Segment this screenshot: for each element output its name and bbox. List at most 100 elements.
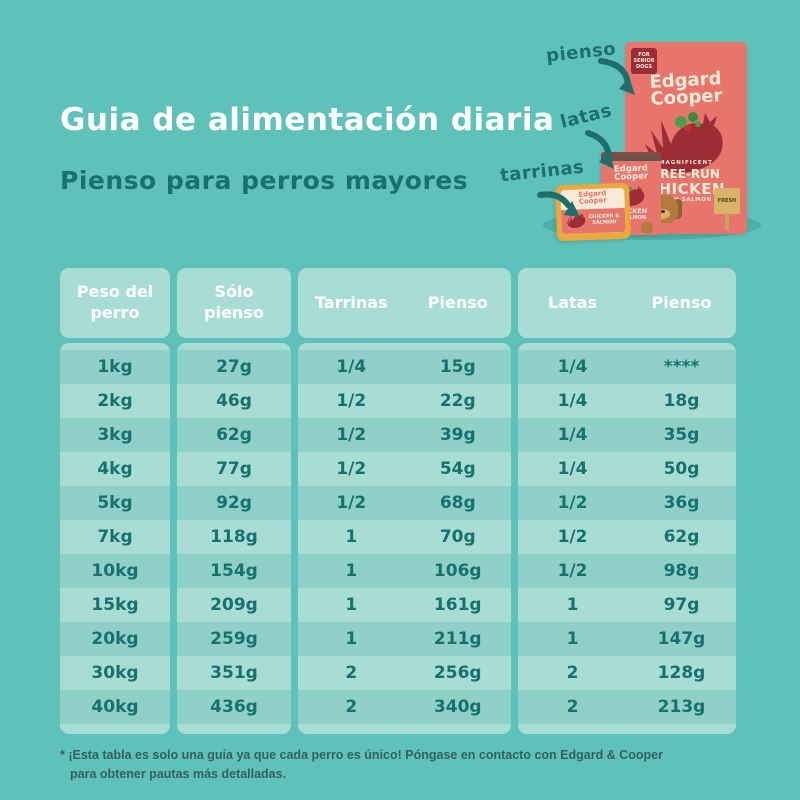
page-subtitle: Pienso para perros mayores	[60, 166, 469, 195]
bag-recipe-name: FREE-RUN	[652, 167, 720, 181]
tray-label: Edgard Cooper CHICKEN & SALMON	[560, 187, 626, 235]
table-cell: 1	[566, 595, 579, 615]
table-row: 5kg	[60, 486, 170, 520]
bag-kicker: MAGNIFICENT	[659, 160, 713, 166]
table-row: 1/2 39g	[298, 418, 511, 452]
brand-logo: Edgard Cooper	[649, 68, 723, 110]
table-row: 1/2 62g	[518, 520, 736, 554]
table-cell: 1/2	[336, 391, 367, 411]
table-row: 1 97g	[518, 588, 736, 622]
table-row: 1 161g	[298, 588, 511, 622]
table-cans: Latas Pienso 1/4 **** 1/4 18g 1/4 35g 1/4 50g 1/…	[518, 268, 736, 734]
table-cell: 1/2	[557, 527, 588, 547]
arrow-tarrinas-icon	[537, 191, 580, 217]
table-cell: 20kg	[91, 629, 139, 649]
table-row: 1 106g	[298, 554, 511, 588]
table-dry-header: Sólo pienso	[177, 268, 291, 338]
table-cell: 18g	[663, 391, 700, 411]
table-cell: 70g	[439, 527, 476, 547]
table-cell: 1/2	[336, 425, 367, 445]
can-recipe-sub: & SALMON	[615, 215, 647, 221]
table-cell: 154g	[210, 561, 258, 581]
table-cell: 2	[566, 697, 579, 717]
table-cell: 30kg	[91, 663, 139, 683]
table-cell: 259g	[210, 629, 258, 649]
wet-food-tray: Edgard Cooper CHICKEN & SALMON	[555, 182, 631, 242]
table-cans-header: Latas Pienso	[518, 268, 736, 338]
table-row: 2 213g	[518, 690, 736, 724]
table-row: 1/4 50g	[518, 452, 736, 486]
table-row: 2 340g	[298, 690, 511, 724]
table-cell: 340g	[433, 697, 482, 717]
table-row: 7kg	[60, 520, 170, 554]
table-cell: 77g	[216, 459, 252, 479]
arrow-latas-icon	[585, 130, 614, 169]
table-cell: 209g	[210, 595, 258, 615]
table-row: 118g	[177, 520, 291, 554]
product-illustration: FOR SENIOR DOGS Edgard Cooper MAGNIFICEN…	[495, 28, 775, 248]
table-cell: 128g	[657, 663, 706, 683]
table-cans-body: 1/4 **** 1/4 18g 1/4 35g 1/4 50g 1/2 36g 1/2 62g 1/2…	[518, 343, 736, 734]
table-cell: 98g	[663, 561, 700, 581]
table-row: 1/4 15g	[298, 350, 511, 384]
table-cell: 1	[345, 561, 358, 581]
table-cell: 54g	[439, 459, 476, 479]
table-cell: 22g	[439, 391, 476, 411]
table-cell: 351g	[210, 663, 258, 683]
table-cell: 62g	[663, 527, 700, 547]
table-cell: 2	[345, 697, 358, 717]
table-cell: 118g	[210, 527, 258, 547]
chicken-icon	[566, 213, 586, 228]
table-row: 1/4 ****	[518, 350, 736, 384]
table-cell: 50g	[663, 459, 700, 479]
table-cell: 1/2	[557, 561, 588, 581]
table-cell: 46g	[216, 391, 252, 411]
table-trays: Tarrinas Pienso 1/4 15g 1/2 22g 1/2 39g 1/2 54g…	[298, 268, 511, 734]
table-cell: 213g	[657, 697, 706, 717]
table-trays-header: Tarrinas Pienso	[298, 268, 511, 338]
footnote-text-line2: para obtener pautas más detalladas.	[70, 767, 287, 782]
tray-recipe-name: CHICKEN & SALMON	[588, 213, 620, 227]
table-cell: 1/4	[557, 391, 588, 411]
table-cell: 2kg	[97, 391, 133, 411]
table-cell: 15g	[439, 357, 476, 377]
table-cell: 62g	[216, 425, 252, 445]
table-cell: 1/2	[336, 459, 367, 479]
table-row: 40kg	[60, 690, 170, 724]
footnote-text-line1: ¡Esta tabla es solo una guía ya que cada…	[68, 748, 663, 762]
table-cell: 27g	[216, 357, 252, 377]
table-row: 4kg	[60, 452, 170, 486]
table-cell: 4kg	[97, 459, 133, 479]
can-lid	[601, 152, 661, 161]
senior-dogs-tag: FOR SENIOR DOGS	[631, 48, 657, 74]
table-row: 46g	[177, 384, 291, 418]
dog-illustration	[641, 222, 653, 233]
table-cell: 40kg	[91, 697, 139, 717]
table-row: 30kg	[60, 656, 170, 690]
table-row: 92g	[177, 486, 291, 520]
table-row: 2 128g	[518, 656, 736, 690]
table-cell: 1/4	[557, 357, 588, 377]
table-weight: Peso del perro 1kg 2kg 3kg 4kg 5kg 7kg 10kg 15k…	[60, 268, 170, 734]
fresh-sign: FRESH	[714, 188, 740, 230]
table-cell: ****	[663, 357, 700, 377]
table-cell: 147g	[657, 629, 706, 649]
table-row: 351g	[177, 656, 291, 690]
table-row: 20kg	[60, 622, 170, 656]
arrow-pienso-icon	[598, 58, 635, 95]
table-row: 1 211g	[298, 622, 511, 656]
table-cell: 10kg	[91, 561, 139, 581]
table-row: 62g	[177, 418, 291, 452]
table-row: 77g	[177, 452, 291, 486]
table-cell: 68g	[439, 493, 476, 513]
footnote: * ¡Esta tabla es solo una guía ya que ca…	[60, 746, 760, 785]
table-row: 154g	[177, 554, 291, 588]
table-row: 259g	[177, 622, 291, 656]
table-cell: 1/4	[557, 459, 588, 479]
table-row: 1 70g	[298, 520, 511, 554]
table-row: 436g	[177, 690, 291, 724]
feeding-tables: Peso del perro 1kg 2kg 3kg 4kg 5kg 7kg 10kg 15k…	[60, 268, 736, 734]
table-cell: 2	[566, 663, 579, 683]
table-cell: 106g	[433, 561, 482, 581]
